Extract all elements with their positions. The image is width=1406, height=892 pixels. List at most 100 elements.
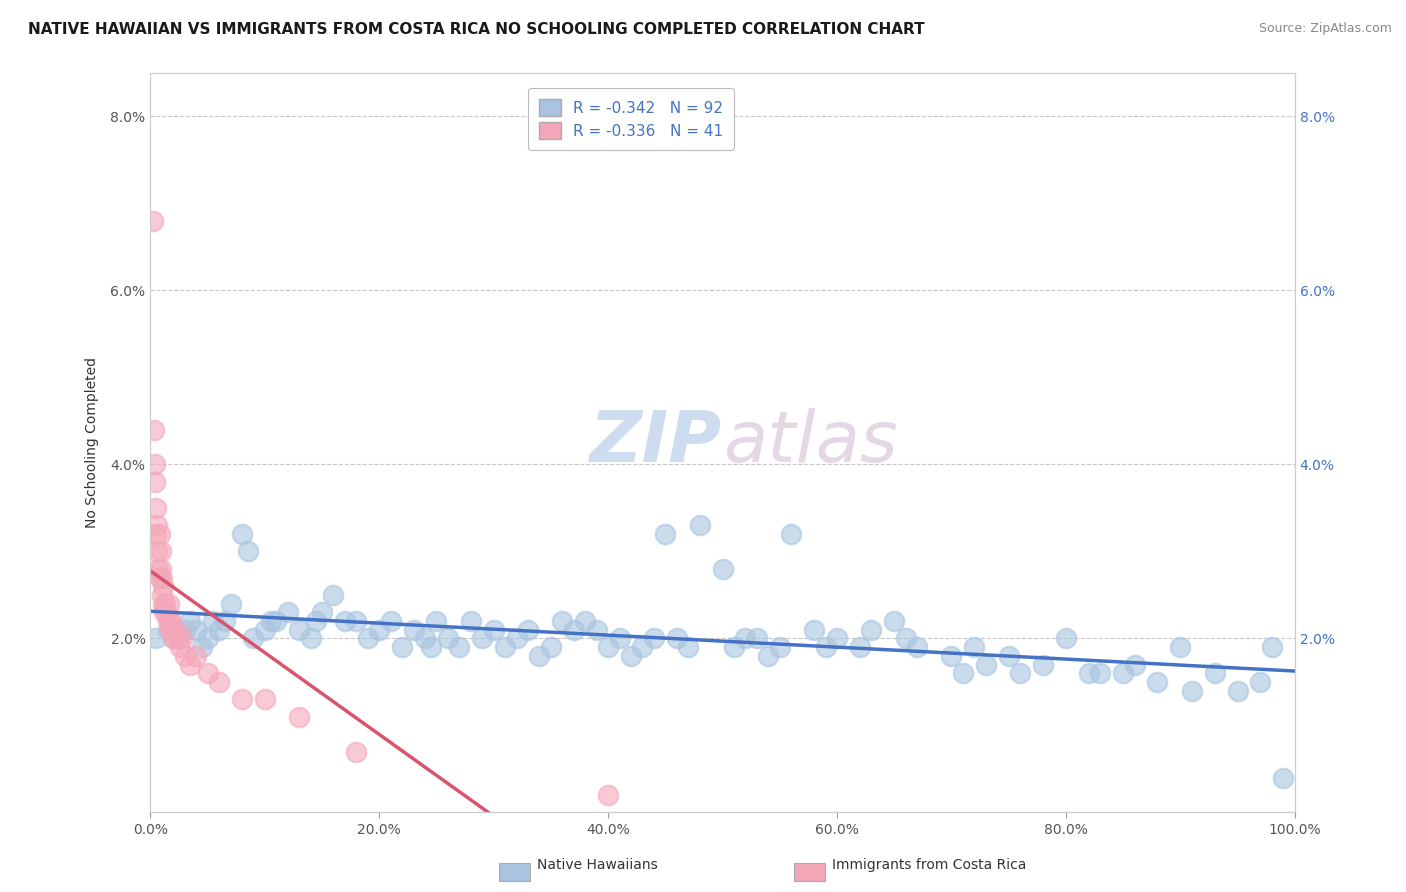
Point bbox=[167, 632, 190, 646]
Point bbox=[825, 632, 848, 646]
Point bbox=[322, 588, 344, 602]
Point bbox=[974, 657, 997, 672]
Point bbox=[849, 640, 872, 655]
Legend: R = -0.342   N = 92, R = -0.336   N = 41: R = -0.342 N = 92, R = -0.336 N = 41 bbox=[529, 88, 734, 150]
Point bbox=[734, 632, 756, 646]
Point bbox=[156, 614, 179, 628]
Point bbox=[860, 623, 883, 637]
Point bbox=[574, 614, 596, 628]
Text: NATIVE HAWAIIAN VS IMMIGRANTS FROM COSTA RICA NO SCHOOLING COMPLETED CORRELATION: NATIVE HAWAIIAN VS IMMIGRANTS FROM COSTA… bbox=[28, 22, 925, 37]
Point bbox=[219, 597, 242, 611]
Point bbox=[264, 614, 287, 628]
Point bbox=[814, 640, 837, 655]
Point bbox=[562, 623, 585, 637]
Point bbox=[598, 640, 620, 655]
Text: Native Hawaiians: Native Hawaiians bbox=[537, 858, 658, 872]
Point bbox=[160, 614, 183, 628]
Point bbox=[460, 614, 482, 628]
Point bbox=[529, 648, 551, 663]
Point bbox=[173, 623, 195, 637]
Point bbox=[413, 632, 436, 646]
Point bbox=[146, 544, 169, 558]
Point bbox=[186, 648, 208, 663]
Point bbox=[153, 605, 176, 619]
Point bbox=[678, 640, 700, 655]
Point bbox=[242, 632, 264, 646]
Point bbox=[357, 632, 380, 646]
Point bbox=[157, 614, 180, 628]
Text: Source: ZipAtlas.com: Source: ZipAtlas.com bbox=[1258, 22, 1392, 36]
Point bbox=[179, 657, 201, 672]
Point bbox=[197, 666, 219, 681]
Point bbox=[231, 692, 253, 706]
Point bbox=[654, 527, 676, 541]
Text: atlas: atlas bbox=[723, 409, 897, 477]
Point bbox=[780, 527, 803, 541]
Point bbox=[1032, 657, 1054, 672]
Point bbox=[1112, 666, 1135, 681]
Point bbox=[305, 614, 328, 628]
Point bbox=[1204, 666, 1226, 681]
Point bbox=[253, 623, 276, 637]
Point bbox=[1249, 675, 1271, 690]
Point bbox=[952, 666, 974, 681]
Point bbox=[437, 632, 460, 646]
Point bbox=[152, 597, 174, 611]
Point bbox=[1226, 683, 1249, 698]
Point bbox=[449, 640, 471, 655]
Point bbox=[1054, 632, 1077, 646]
Point bbox=[142, 423, 165, 437]
Point bbox=[631, 640, 654, 655]
Point bbox=[883, 614, 905, 628]
Point bbox=[173, 648, 195, 663]
Point bbox=[368, 623, 391, 637]
Point bbox=[197, 632, 219, 646]
Text: ZIP: ZIP bbox=[591, 409, 723, 477]
Point bbox=[145, 632, 167, 646]
Point bbox=[756, 648, 779, 663]
Point bbox=[149, 544, 172, 558]
Point bbox=[155, 605, 177, 619]
Point bbox=[391, 640, 413, 655]
Point bbox=[723, 640, 745, 655]
Point bbox=[1272, 771, 1295, 785]
Point bbox=[202, 614, 225, 628]
Point bbox=[231, 527, 253, 541]
Point bbox=[1168, 640, 1191, 655]
Point bbox=[208, 623, 231, 637]
Point bbox=[160, 623, 183, 637]
Point bbox=[1077, 666, 1099, 681]
Point bbox=[402, 623, 425, 637]
Point bbox=[585, 623, 607, 637]
Point bbox=[997, 648, 1019, 663]
Point bbox=[620, 648, 643, 663]
Point bbox=[894, 632, 917, 646]
Point bbox=[179, 614, 201, 628]
Point bbox=[148, 570, 170, 584]
Point bbox=[157, 597, 180, 611]
Point bbox=[191, 640, 214, 655]
Y-axis label: No Schooling Completed: No Schooling Completed bbox=[86, 357, 100, 528]
Point bbox=[344, 614, 367, 628]
Point bbox=[598, 788, 620, 802]
Point bbox=[299, 632, 322, 646]
Point bbox=[941, 648, 963, 663]
Point bbox=[156, 623, 179, 637]
Point bbox=[643, 632, 665, 646]
Point bbox=[665, 632, 688, 646]
Point bbox=[149, 562, 172, 576]
Point bbox=[711, 562, 734, 576]
Point bbox=[150, 588, 173, 602]
Point bbox=[517, 623, 540, 637]
Point bbox=[155, 597, 177, 611]
Point bbox=[162, 632, 184, 646]
Text: Immigrants from Costa Rica: Immigrants from Costa Rica bbox=[832, 858, 1026, 872]
Point bbox=[186, 623, 208, 637]
Point bbox=[494, 640, 516, 655]
Point bbox=[288, 623, 311, 637]
Point bbox=[963, 640, 986, 655]
Point bbox=[609, 632, 631, 646]
Point bbox=[1261, 640, 1284, 655]
Point bbox=[150, 570, 173, 584]
Point bbox=[311, 605, 333, 619]
